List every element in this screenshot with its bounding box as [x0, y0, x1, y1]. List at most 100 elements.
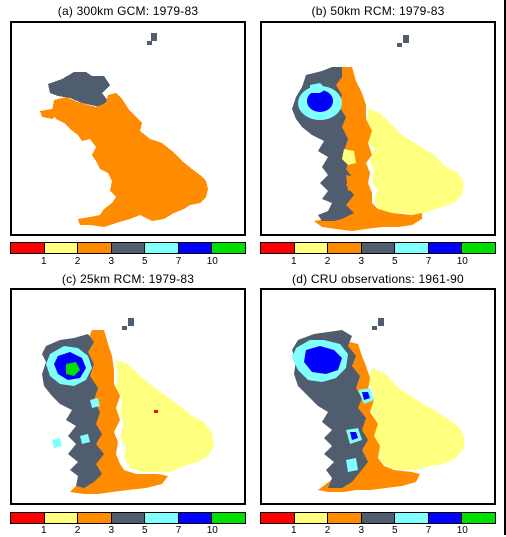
- panel-a-region-main: [52, 93, 208, 227]
- panel-b-colorbar: [260, 242, 496, 254]
- panel-b-swatch-5: [395, 243, 429, 253]
- panel-a-tick-5: 7: [175, 256, 182, 267]
- panel-d-title: (d) CRU observations: 1961-90: [292, 272, 464, 286]
- panel-b-region-orange-west: [346, 175, 358, 191]
- panel-d-region-cyan-5: [292, 352, 300, 362]
- panel-c-swatch-1: [11, 513, 45, 523]
- panel-a-swatch-2: [44, 243, 79, 253]
- panel-b-island-2: [397, 43, 402, 47]
- panel-b-swatch-3: [328, 243, 362, 253]
- panel-d-tick-2: 2: [324, 525, 331, 536]
- panel-a-tick-3: 3: [108, 256, 115, 267]
- panel-c-swatch-3: [78, 513, 112, 523]
- panel-d-swatch-5: [395, 513, 429, 523]
- panel-b-tick-1: 1: [290, 256, 297, 267]
- panel-a-tick-2: 2: [74, 256, 81, 267]
- panel-c-region-cyan-3: [80, 434, 90, 444]
- panel-a-swatch-7: [212, 243, 246, 253]
- panel-c-swatch-4: [111, 513, 146, 523]
- panel-d-tick-5: 7: [425, 525, 432, 536]
- panel-b-region-blue: [307, 90, 333, 112]
- panel-c-tick-2: 2: [74, 525, 81, 536]
- panel-d-swatch-2: [294, 513, 329, 523]
- panel-b-tick-4: 5: [391, 256, 398, 267]
- panel-d-island-1: [378, 318, 384, 326]
- panel-d-tick-1: 1: [290, 525, 297, 536]
- panel-d-colorbar: [260, 512, 496, 524]
- panel-b-svg: [292, 35, 464, 231]
- panel-c-region-east: [116, 360, 214, 472]
- panel-c-region-cyan-4: [52, 438, 62, 448]
- panel-c-colorbar-ticks: 1 2 3 5 7 10: [10, 525, 246, 537]
- panel-b-tick-3: 3: [358, 256, 365, 267]
- panel-d-tick-3: 3: [358, 525, 365, 536]
- panel-a-swatch-6: [178, 243, 213, 253]
- panel-c-swatch-7: [212, 513, 246, 523]
- panel-c-tick-6: 10: [206, 525, 218, 536]
- panel-b-swatch-6: [428, 243, 463, 253]
- panel-d-swatch-6: [428, 513, 463, 523]
- panel-d-swatch-1: [261, 513, 295, 523]
- panel-a-region-north: [48, 72, 110, 107]
- panel-c-region-cyan-2: [90, 398, 100, 408]
- panel-c-region-red: [154, 410, 158, 413]
- panel-b-swatch-1: [261, 243, 295, 253]
- panel-b-title: (b) 50km RCM: 1979-83: [311, 4, 445, 18]
- panel-c-tick-1: 1: [40, 525, 47, 536]
- panel-d-tick-4: 5: [391, 525, 398, 536]
- panel-c-island-1: [128, 318, 134, 326]
- panel-a-island-2: [147, 41, 152, 45]
- panel-b-swatch-2: [294, 243, 329, 253]
- panel-a-tick-4: 5: [141, 256, 148, 267]
- panel-c-svg: [42, 318, 214, 494]
- panel-c-title: (c) 25km RCM: 1979-83: [61, 272, 195, 286]
- panel-b-tick-5: 7: [425, 256, 432, 267]
- panel-b-tick-2: 2: [324, 256, 331, 267]
- panel-a-tick-1: 1: [40, 256, 47, 267]
- panel-c-tick-3: 3: [108, 525, 115, 536]
- panel-b-swatch-7: [462, 243, 496, 253]
- panel-c-swatch-6: [178, 513, 213, 523]
- panel-d-region-blue-2: [362, 392, 370, 400]
- panel-c-tick-5: 7: [175, 525, 182, 536]
- panel-d-map: [260, 288, 496, 505]
- panel-a-title: (a) 300km GCM: 1979-83: [57, 4, 199, 18]
- panel-d-island-2: [372, 326, 377, 330]
- panel-b-region-yellow-west: [342, 149, 356, 165]
- panel-d-region-cyan-4: [346, 458, 358, 472]
- panel-a-region-west: [40, 109, 58, 119]
- panel-b-region-east: [366, 109, 464, 215]
- panel-d-region-blue-3: [350, 432, 358, 440]
- panel-b-map: [260, 21, 496, 236]
- right-border-line: [504, 0, 506, 535]
- panel-c-swatch-2: [44, 513, 79, 523]
- panel-a-swatch-5: [145, 243, 179, 253]
- panel-d-region-blue: [304, 346, 342, 374]
- panel-d-swatch-3: [328, 513, 362, 523]
- panel-a-colorbar-ticks: 1 2 3 5 7 10: [10, 256, 246, 268]
- panel-a-svg: [40, 33, 208, 227]
- panel-c-island-2: [122, 326, 127, 330]
- panel-d-tick-6: 10: [456, 525, 468, 536]
- panel-b-colorbar-ticks: 1 2 3 5 7 10: [260, 256, 496, 268]
- panel-c-swatch-5: [145, 513, 179, 523]
- panel-c-colorbar: [10, 512, 246, 524]
- panel-b-island-1: [403, 35, 409, 43]
- panel-b-tick-6: 10: [456, 256, 468, 267]
- panel-a-colorbar: [10, 242, 246, 254]
- panel-d-swatch-7: [462, 513, 496, 523]
- panel-c-map: [10, 288, 246, 505]
- panel-a-swatch-4: [111, 243, 146, 253]
- panel-a-island-1: [151, 33, 157, 41]
- panel-b-region-cyan-2: [310, 83, 326, 93]
- panel-c-tick-4: 5: [141, 525, 148, 536]
- panel-d-colorbar-ticks: 1 2 3 5 7 10: [260, 525, 496, 537]
- panel-a-swatch-1: [11, 243, 45, 253]
- panel-d-svg: [292, 318, 464, 492]
- panel-a-swatch-3: [78, 243, 112, 253]
- panel-a-tick-6: 10: [206, 256, 218, 267]
- panel-c-region-green: [66, 362, 80, 376]
- panel-d-swatch-4: [361, 513, 396, 523]
- panel-a-map: [10, 21, 246, 236]
- panel-d-region-east: [368, 368, 464, 470]
